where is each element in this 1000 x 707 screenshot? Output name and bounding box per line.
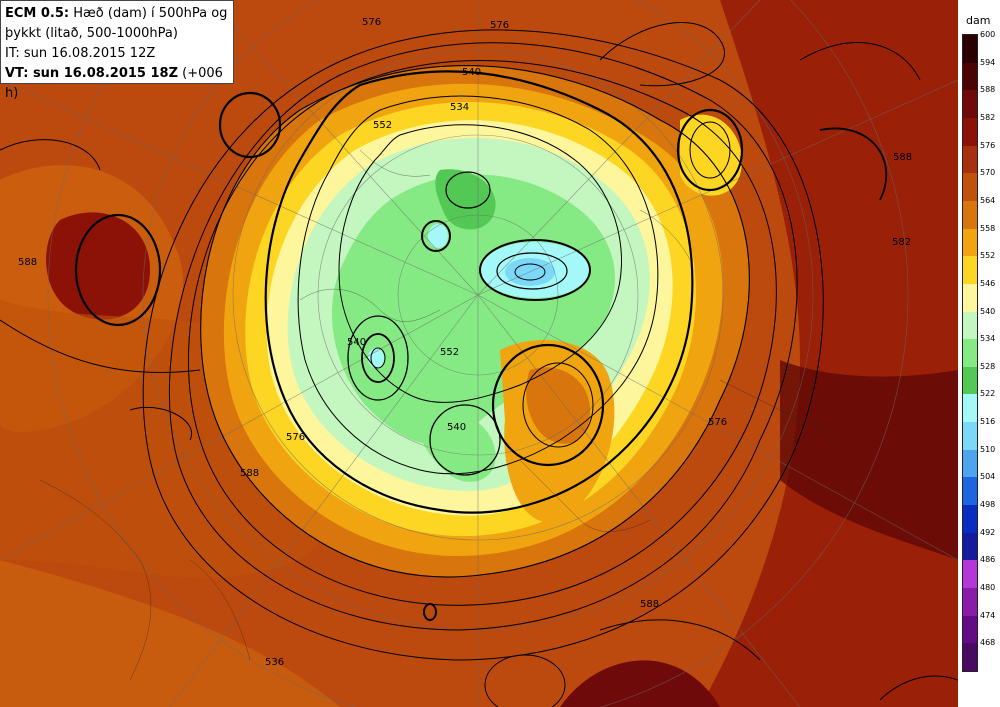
- contour-label: 534: [450, 102, 469, 113]
- contour-label: 552: [440, 347, 459, 358]
- legend-swatch: [963, 449, 977, 478]
- legend-bar: [962, 34, 978, 672]
- contour-label: 576: [708, 417, 727, 428]
- legend-tick-label: 486: [980, 555, 996, 565]
- legend-swatch: [963, 560, 977, 589]
- contour-label: 540: [447, 422, 466, 433]
- legend-swatch: [963, 615, 977, 644]
- model-name: ECM 0.5:: [5, 6, 70, 21]
- map-area: 576 576 552 534 540 582 588 540 552 540 …: [0, 0, 958, 707]
- legend-swatch: [963, 422, 977, 451]
- contour-label: 588: [240, 468, 259, 479]
- contour-label: 576: [362, 17, 381, 28]
- legend-swatch: [963, 173, 977, 202]
- map-svg: 576 576 552 534 540 582 588 540 552 540 …: [0, 0, 958, 707]
- init-time: IT: sun 16.08.2015 12Z: [5, 46, 156, 61]
- legend-swatch: [963, 532, 977, 561]
- contour-label: 588: [893, 152, 912, 163]
- legend-tick-label: 510: [980, 444, 996, 454]
- contour-label: 576: [286, 432, 305, 443]
- legend-tick-label: 528: [980, 361, 996, 371]
- legend-swatch: [963, 256, 977, 285]
- height-contours: [0, 22, 958, 707]
- legend-tick-label: 582: [980, 112, 996, 122]
- contour-label: 582: [892, 237, 911, 248]
- legend-tick-label: 480: [980, 583, 996, 593]
- title-text: Hæð (dam) í 500hPa og: [73, 6, 228, 21]
- title-line-2: þykkt (litað, 500-1000hPa): [5, 26, 178, 41]
- dark-blob-west: [46, 212, 150, 320]
- valid-time-line: VT: sun 16.08.2015 18Z (+006 h): [5, 64, 229, 104]
- info-box: ECM 0.5: Hæð (dam) í 500hPa og þykkt (li…: [0, 0, 234, 101]
- legend-tick-label: 576: [980, 140, 996, 150]
- forecast-hour: (+006 h): [5, 66, 223, 101]
- legend-tick-label: 564: [980, 195, 996, 205]
- legend-swatch: [963, 62, 977, 91]
- legend-swatch: [963, 117, 977, 147]
- contour-label: 588: [640, 599, 659, 610]
- legend-swatch: [963, 311, 977, 340]
- legend-swatch: [963, 643, 977, 672]
- contour-label: 540: [347, 337, 366, 348]
- legend-swatch: [963, 394, 977, 423]
- contour-label: 588: [18, 257, 37, 268]
- legend-tick-label: 522: [980, 389, 996, 399]
- legend-swatch: [963, 200, 977, 230]
- legend-tick-label: 516: [980, 417, 996, 427]
- legend-tick-label: 468: [980, 638, 996, 648]
- legend-unit: dam: [966, 14, 991, 27]
- legend-swatch: [963, 228, 977, 257]
- contour-label: 576: [490, 20, 509, 31]
- legend-tick-label: 570: [980, 168, 996, 178]
- legend-swatch: [963, 366, 977, 395]
- legend-tick-label: 534: [980, 334, 996, 344]
- legend-swatch: [963, 35, 977, 64]
- legend-swatch: [963, 505, 977, 534]
- coastlines: [39, 149, 841, 681]
- legend-swatch: [963, 145, 977, 174]
- contour-label: 552: [373, 120, 392, 131]
- legend-tick-label: 504: [980, 472, 996, 482]
- legend-tick-label: 594: [980, 57, 996, 67]
- legend-tick-label: 540: [980, 306, 996, 316]
- legend-swatch: [963, 588, 977, 617]
- legend-swatch: [963, 283, 977, 312]
- graticule: [0, 0, 958, 707]
- legend-tick-label: 492: [980, 527, 996, 537]
- contour-label: 536: [265, 657, 284, 668]
- legend-tick-label: 558: [980, 223, 996, 233]
- legend-tick-label: 546: [980, 278, 996, 288]
- legend-swatch: [963, 477, 977, 506]
- valid-time: VT: sun 16.08.2015 18Z: [5, 66, 178, 81]
- legend-swatch: [963, 90, 977, 119]
- color-legend: dam 600 594 588 582 576 570 564 558 552 546 540 534…: [958, 0, 1000, 707]
- legend-tick-label: 588: [980, 85, 996, 95]
- legend-tick-label: 474: [980, 610, 996, 620]
- title-line-1: ECM 0.5: Hæð (dam) í 500hPa og: [5, 4, 229, 24]
- legend-tick-label: 498: [980, 500, 996, 510]
- legend-swatch: [963, 339, 977, 368]
- legend-tick-label: 600: [980, 30, 996, 39]
- contour-label: 540: [462, 67, 481, 78]
- legend-tick-label: 552: [980, 251, 996, 261]
